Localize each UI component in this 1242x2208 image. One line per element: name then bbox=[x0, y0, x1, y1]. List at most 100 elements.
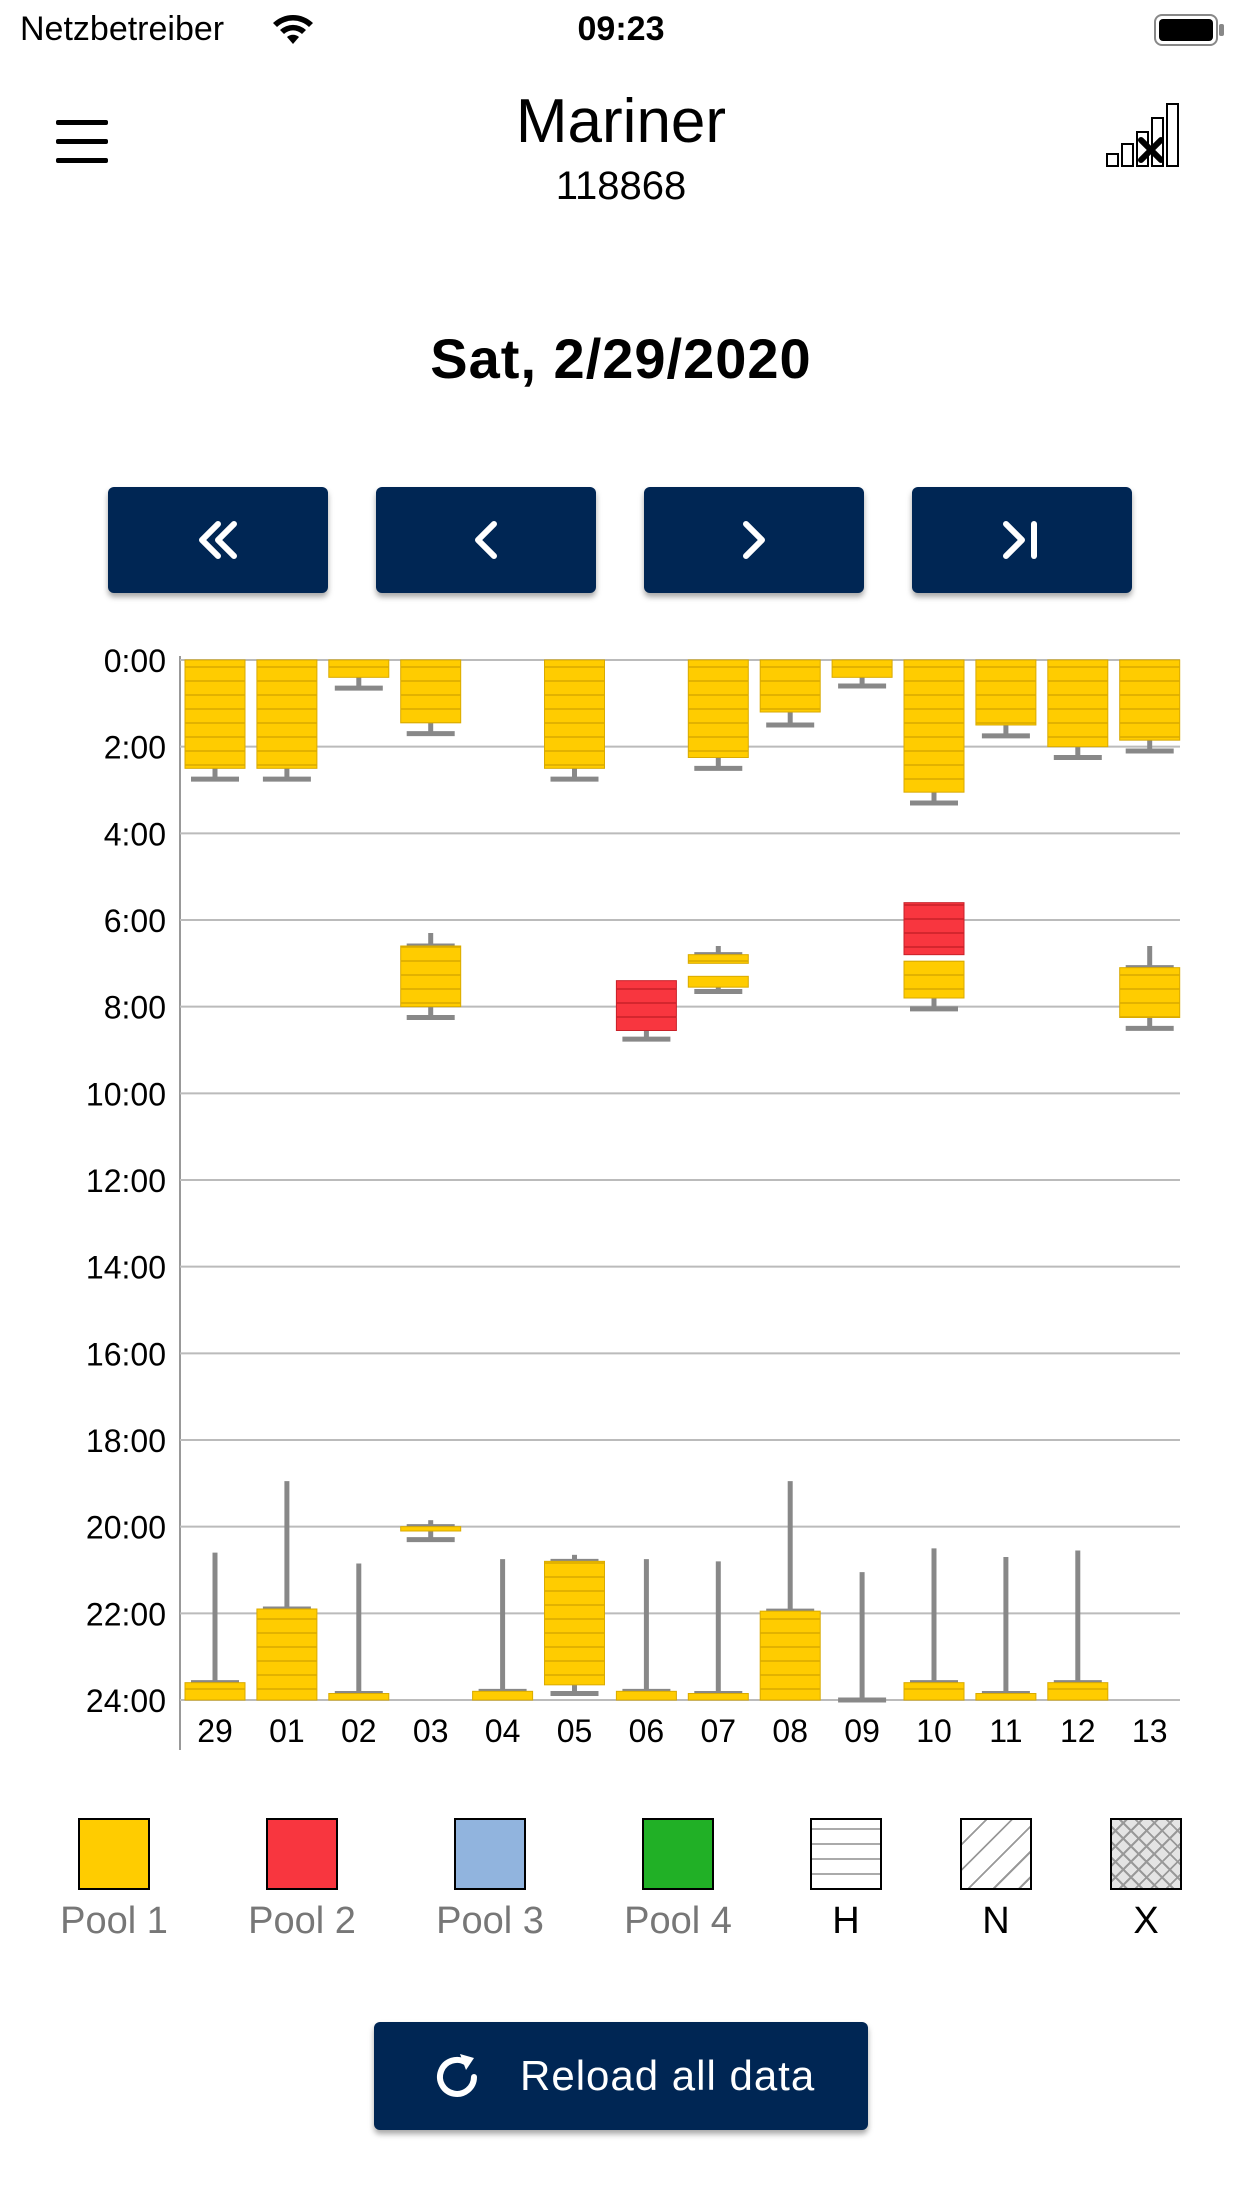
usage-bar bbox=[400, 1526, 462, 1532]
usage-bar bbox=[472, 1690, 534, 1701]
usage-bar bbox=[1119, 659, 1181, 741]
usage-bar bbox=[400, 945, 462, 1008]
x-tick-label: 09 bbox=[844, 1713, 880, 1749]
usage-bar bbox=[615, 980, 677, 1031]
usage-bar bbox=[184, 1682, 246, 1701]
legend-n: N bbox=[916, 1808, 1056, 1948]
x-tick-label: 12 bbox=[1060, 1713, 1096, 1749]
y-tick-label: 18:00 bbox=[86, 1423, 166, 1459]
legend-h: H bbox=[766, 1808, 906, 1948]
usage-bar bbox=[687, 975, 749, 988]
usage-bar bbox=[759, 659, 821, 713]
last-page-button[interactable] bbox=[912, 487, 1132, 593]
horizontal-lines-swatch bbox=[810, 1818, 882, 1890]
x-tick-label: 29 bbox=[197, 1713, 233, 1749]
reload-label: Reload all data bbox=[520, 2052, 816, 2099]
y-tick-label: 12:00 bbox=[86, 1163, 166, 1199]
pool-1-swatch bbox=[78, 1818, 150, 1890]
usage-bar bbox=[975, 659, 1037, 726]
y-tick-label: 10:00 bbox=[86, 1076, 166, 1112]
legend-label: N bbox=[982, 1900, 1010, 1942]
usage-bar bbox=[256, 1608, 318, 1701]
y-tick-label: 4:00 bbox=[104, 816, 166, 852]
usage-bar bbox=[831, 659, 893, 678]
y-tick-label: 20:00 bbox=[86, 1510, 166, 1546]
x-tick-label: 11 bbox=[989, 1713, 1022, 1749]
usage-bar bbox=[1047, 1682, 1109, 1701]
usage-bar bbox=[903, 659, 965, 793]
reload-all-data-button[interactable]: Reload all data bbox=[374, 2022, 868, 2130]
y-tick-label: 14:00 bbox=[86, 1250, 166, 1286]
y-tick-label: 22:00 bbox=[86, 1596, 166, 1632]
x-tick-label: 01 bbox=[269, 1713, 305, 1749]
next-button[interactable] bbox=[644, 487, 864, 593]
x-tick-label: 13 bbox=[1132, 1713, 1168, 1749]
y-tick-label: 16:00 bbox=[86, 1336, 166, 1372]
diagonal-lines-swatch bbox=[960, 1818, 1032, 1890]
no-signal-icon[interactable] bbox=[1105, 98, 1195, 168]
status-time: 09:23 bbox=[577, 10, 665, 48]
page-title: Mariner bbox=[515, 87, 727, 156]
battery-icon bbox=[1154, 14, 1224, 46]
double-chevron-left-icon bbox=[199, 521, 237, 559]
usage-bar bbox=[615, 1690, 677, 1701]
x-tick-label: 06 bbox=[629, 1713, 665, 1749]
legend-label: H bbox=[832, 1900, 860, 1942]
legend-label: X bbox=[1133, 1900, 1159, 1942]
legend-x: X bbox=[1066, 1808, 1206, 1948]
date-label: Sat, 2/29/2020 bbox=[430, 327, 812, 390]
carrier-name: Netzbetreiber bbox=[20, 10, 225, 48]
legend-pool-4: Pool 4 bbox=[598, 1808, 738, 1948]
nav-header: Mariner 118868 bbox=[0, 64, 1242, 224]
usage-bar bbox=[903, 960, 965, 999]
usage-chart: 0:00 2:00 4:00 6:00 8:00 10:00 12:00 14:00 16:00… bbox=[86, 643, 1181, 1750]
x-tick-label: 08 bbox=[772, 1713, 808, 1749]
usage-bar bbox=[903, 1682, 965, 1701]
y-tick-label: 6:00 bbox=[104, 903, 166, 939]
pool-3-swatch bbox=[454, 1818, 526, 1890]
legend-pool-2: Pool 2 bbox=[222, 1808, 362, 1948]
first-page-button[interactable] bbox=[108, 487, 328, 593]
usage-bar bbox=[687, 1693, 749, 1701]
previous-button[interactable] bbox=[376, 487, 596, 593]
x-tick-label: 10 bbox=[916, 1713, 952, 1749]
usage-bar bbox=[328, 659, 390, 678]
page-subtitle: 118868 bbox=[555, 164, 687, 208]
crosshatch-swatch bbox=[1110, 1818, 1182, 1890]
y-tick-label: 2:00 bbox=[104, 730, 166, 766]
reload-icon bbox=[437, 2054, 477, 2097]
usage-bar bbox=[903, 902, 965, 956]
x-tick-label: 02 bbox=[341, 1713, 377, 1749]
status-bar: Netzbetreiber 09:23 bbox=[0, 0, 1242, 64]
usage-bar bbox=[1119, 967, 1181, 1018]
chevron-left-icon bbox=[475, 521, 497, 559]
usage-bar bbox=[759, 1610, 821, 1701]
usage-bar bbox=[1047, 659, 1109, 748]
hamburger-menu-icon[interactable] bbox=[52, 118, 112, 166]
chevron-right-icon bbox=[743, 521, 765, 559]
legend-pool-3: Pool 3 bbox=[410, 1808, 550, 1948]
legend-label: Pool 1 bbox=[60, 1900, 168, 1942]
usage-bar bbox=[687, 659, 749, 758]
usage-bar bbox=[544, 1560, 605, 1686]
skip-to-end-icon bbox=[1003, 521, 1037, 559]
y-tick-label: 24:00 bbox=[86, 1683, 166, 1719]
wifi-icon bbox=[273, 15, 313, 44]
pool-2-swatch bbox=[266, 1818, 338, 1890]
usage-bar bbox=[328, 1693, 390, 1701]
x-tick-label: 04 bbox=[485, 1713, 521, 1749]
pool-4-swatch bbox=[642, 1818, 714, 1890]
usage-bar bbox=[687, 954, 749, 964]
usage-bar bbox=[400, 659, 462, 724]
y-tick-label: 8:00 bbox=[104, 990, 166, 1026]
usage-bar bbox=[256, 659, 318, 769]
x-tick-label: 03 bbox=[413, 1713, 449, 1749]
legend-label: Pool 4 bbox=[624, 1900, 732, 1942]
usage-bar bbox=[544, 659, 605, 769]
y-tick-label: 0:00 bbox=[104, 643, 166, 679]
x-tick-label: 05 bbox=[557, 1713, 593, 1749]
chart-legend: Pool 1 Pool 2 Pool 3 Pool 4 H N X bbox=[0, 1808, 1242, 1948]
legend-label: Pool 3 bbox=[436, 1900, 544, 1942]
usage-bar bbox=[975, 1693, 1037, 1701]
legend-pool-1: Pool 1 bbox=[34, 1808, 174, 1948]
